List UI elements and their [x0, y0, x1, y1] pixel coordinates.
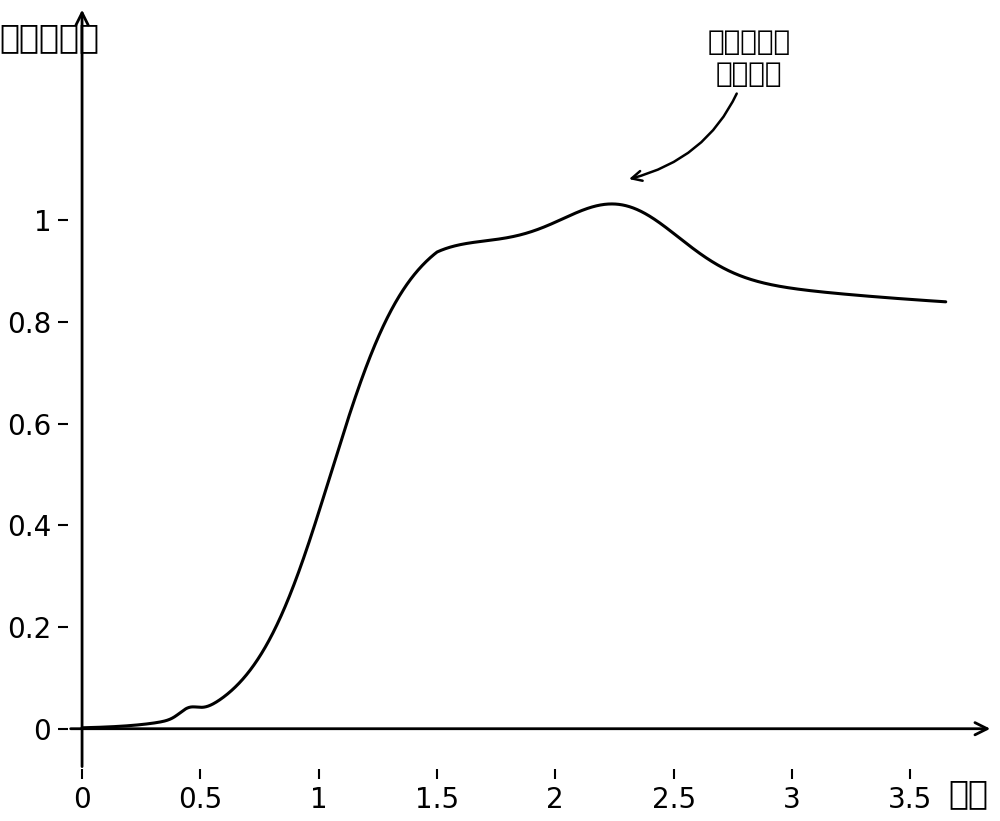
Text: 造影剂面积: 造影剂面积	[0, 21, 99, 54]
Text: 时间: 时间	[948, 777, 988, 810]
Text: 造影剂面积
变化曲线: 造影剂面积 变化曲线	[632, 28, 791, 181]
